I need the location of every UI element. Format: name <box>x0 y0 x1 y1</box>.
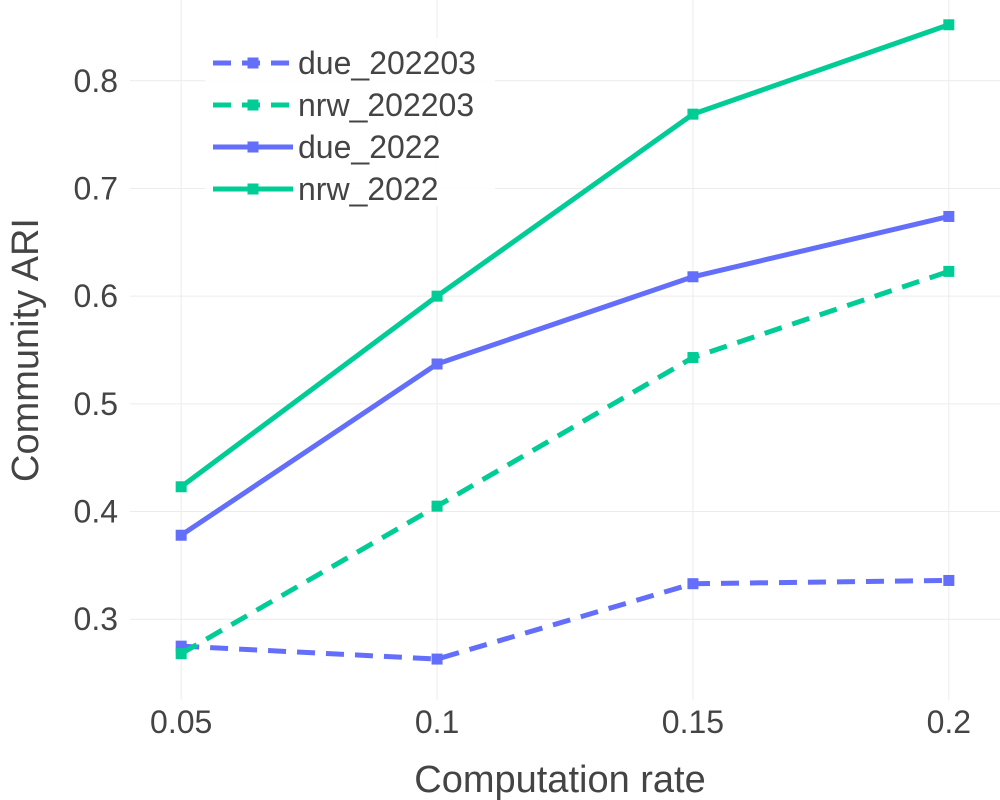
y-axis-ticks: 0.3 0.4 0.5 0.6 0.7 0.8 <box>74 63 118 637</box>
data-point[interactable] <box>175 640 187 652</box>
data-point[interactable] <box>175 529 187 541</box>
x-tick-label: 0.15 <box>662 704 724 740</box>
data-point[interactable] <box>943 265 955 277</box>
x-tick-label: 0.2 <box>927 704 971 740</box>
x-axis-ticks: 0.05 0.1 0.15 0.2 <box>150 704 971 740</box>
series-nrw_2022[interactable] <box>175 19 955 493</box>
legend-marker <box>247 99 259 111</box>
data-point[interactable] <box>175 481 187 493</box>
y-tick-label: 0.6 <box>74 278 118 314</box>
legend-label: due_202203 <box>298 45 476 81</box>
legend-marker <box>247 141 259 153</box>
x-tick-label: 0.05 <box>150 704 212 740</box>
data-point[interactable] <box>431 358 443 370</box>
data-point[interactable] <box>431 653 443 665</box>
series-layer <box>175 19 955 665</box>
data-point[interactable] <box>943 574 955 586</box>
y-tick-label: 0.3 <box>74 601 118 637</box>
x-tick-label: 0.1 <box>415 704 459 740</box>
y-tick-label: 0.5 <box>74 386 118 422</box>
data-point[interactable] <box>943 210 955 222</box>
data-point[interactable] <box>687 578 699 590</box>
data-point[interactable] <box>175 648 187 660</box>
data-point[interactable] <box>431 290 443 302</box>
y-tick-label: 0.8 <box>74 63 118 99</box>
data-point[interactable] <box>431 500 443 512</box>
legend-item-due_202203[interactable]: due_202203 <box>213 45 476 81</box>
series-line <box>179 22 950 489</box>
legend-item-due_2022[interactable]: due_2022 <box>213 129 440 165</box>
legend-marker <box>247 183 259 195</box>
legend-marker <box>247 57 259 69</box>
data-point[interactable] <box>687 271 699 283</box>
series-line <box>179 214 950 538</box>
x-axis-title: Computation rate <box>414 759 706 800</box>
data-point[interactable] <box>687 352 699 364</box>
y-tick-label: 0.4 <box>74 494 118 530</box>
data-point[interactable] <box>943 19 955 31</box>
series-line <box>179 269 950 656</box>
series-due_202203[interactable] <box>175 574 955 665</box>
legend-label: due_2022 <box>298 129 440 165</box>
legend-label: nrw_202203 <box>298 87 474 123</box>
legend[interactable]: due_202203 nrw_202203 due_2022 nrw_2022 <box>205 38 495 207</box>
legend-item-nrw_2022[interactable]: nrw_2022 <box>213 171 439 207</box>
y-tick-label: 0.7 <box>74 170 118 206</box>
series-due_2022[interactable] <box>175 210 955 541</box>
data-point[interactable] <box>687 108 699 120</box>
series-nrw_202203[interactable] <box>175 265 955 660</box>
legend-label: nrw_2022 <box>298 171 439 207</box>
legend-item-nrw_202203[interactable]: nrw_202203 <box>213 87 474 123</box>
series-line <box>181 577 949 662</box>
y-axis-title: Community ARI <box>5 218 47 482</box>
